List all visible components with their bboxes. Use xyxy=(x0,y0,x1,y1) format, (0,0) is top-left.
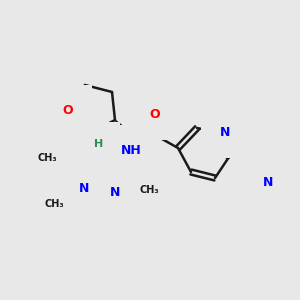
Polygon shape xyxy=(115,120,140,146)
Text: N: N xyxy=(110,187,120,200)
Text: CH₃: CH₃ xyxy=(38,153,57,163)
Text: CH₃: CH₃ xyxy=(44,199,64,209)
Text: CH₃: CH₃ xyxy=(139,185,159,195)
Text: NH: NH xyxy=(121,143,141,157)
Text: H: H xyxy=(94,139,103,149)
Text: N: N xyxy=(79,182,89,194)
Text: N: N xyxy=(220,127,230,140)
Text: N: N xyxy=(263,176,273,188)
Text: C: C xyxy=(248,167,258,179)
Text: O: O xyxy=(150,109,160,122)
Text: O: O xyxy=(63,103,73,116)
